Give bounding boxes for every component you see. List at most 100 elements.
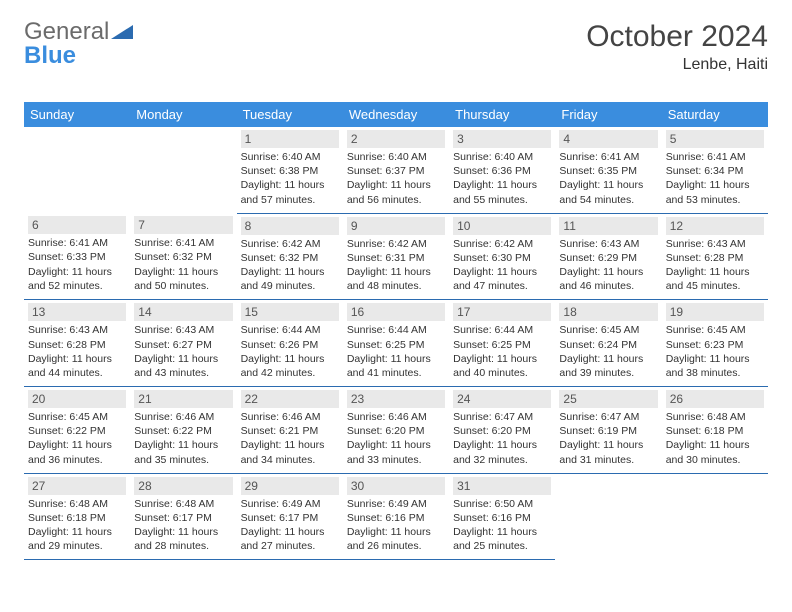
sunrise-text: Sunrise: 6:40 AM — [347, 150, 445, 164]
sunrise-text: Sunrise: 6:49 AM — [347, 497, 445, 511]
day-number: 3 — [453, 130, 551, 148]
day-number: 4 — [559, 130, 657, 148]
calendar-empty-cell — [130, 127, 236, 213]
sunset-text: Sunset: 6:21 PM — [241, 424, 339, 438]
calendar-empty-cell — [24, 127, 130, 213]
day-number: 20 — [28, 390, 126, 408]
day-detail-text: Sunrise: 6:47 AMSunset: 6:20 PMDaylight:… — [453, 410, 551, 467]
day-detail-text: Sunrise: 6:40 AMSunset: 6:37 PMDaylight:… — [347, 150, 445, 207]
daylight-text: Daylight: 11 hours and 44 minutes. — [28, 352, 126, 380]
weekday-header: Saturday — [662, 102, 768, 127]
calendar-day-cell: 27Sunrise: 6:48 AMSunset: 6:18 PMDayligh… — [24, 473, 130, 560]
calendar-day-cell: 7 Sunrise: 6:41 AMSunset: 6:32 PMDaylight… — [130, 213, 236, 300]
sunset-text: Sunset: 6:16 PM — [347, 511, 445, 525]
day-detail-text: Sunrise: 6:45 AMSunset: 6:24 PMDaylight:… — [559, 323, 657, 380]
sunrise-text: Sunrise: 6:41 AM — [559, 150, 657, 164]
day-detail-text: Sunrise: 6:43 AMSunset: 6:29 PMDaylight:… — [559, 237, 657, 294]
day-number: 25 — [559, 390, 657, 408]
sunrise-text: Sunrise: 6:45 AM — [666, 323, 764, 337]
sunset-text: Sunset: 6:29 PM — [559, 251, 657, 265]
sunrise-text: Sunrise: 6:42 AM — [453, 237, 551, 251]
sunset-text: Sunset: 6:30 PM — [453, 251, 551, 265]
calendar-day-cell: 21Sunrise: 6:46 AMSunset: 6:22 PMDayligh… — [130, 387, 236, 474]
calendar-day-cell: 16Sunrise: 6:44 AMSunset: 6:25 PMDayligh… — [343, 300, 449, 387]
daylight-text: Daylight: 11 hours and 54 minutes. — [559, 178, 657, 206]
daylight-text: Daylight: 11 hours and 25 minutes. — [453, 525, 551, 553]
sunset-text: Sunset: 6:31 PM — [347, 251, 445, 265]
calendar-day-cell: 24Sunrise: 6:47 AMSunset: 6:20 PMDayligh… — [449, 387, 555, 474]
day-number: 13 — [28, 303, 126, 321]
daylight-text: Daylight: 11 hours and 35 minutes. — [134, 438, 232, 466]
day-detail-text: Sunrise: 6:42 AMSunset: 6:30 PMDaylight:… — [453, 237, 551, 294]
day-detail-text: Sunrise: 6:46 AMSunset: 6:20 PMDaylight:… — [347, 410, 445, 467]
sunrise-text: Sunrise: 6:44 AM — [453, 323, 551, 337]
calendar-day-cell: 14Sunrise: 6:43 AMSunset: 6:27 PMDayligh… — [130, 300, 236, 387]
logo-word-general: General — [24, 20, 109, 44]
day-number: 28 — [134, 477, 232, 495]
calendar-body: 1Sunrise: 6:40 AMSunset: 6:38 PMDaylight… — [24, 127, 768, 560]
day-detail-text: Sunrise: 6:48 AMSunset: 6:17 PMDaylight:… — [134, 497, 232, 554]
calendar-day-cell: 2Sunrise: 6:40 AMSunset: 6:37 PMDaylight… — [343, 127, 449, 213]
sunrise-text: Sunrise: 6:46 AM — [241, 410, 339, 424]
sunset-text: Sunset: 6:18 PM — [666, 424, 764, 438]
logo-triangle-icon — [111, 23, 133, 41]
sunset-text: Sunset: 6:34 PM — [666, 164, 764, 178]
sunrise-text: Sunrise: 6:47 AM — [559, 410, 657, 424]
logo-word-blue: Blue — [24, 42, 76, 70]
sunset-text: Sunset: 6:18 PM — [28, 511, 126, 525]
sunrise-text: Sunrise: 6:41 AM — [28, 236, 126, 250]
calendar-day-cell: 20 Sunrise: 6:45 AMSunset: 6:22 PMDayligh… — [24, 387, 130, 474]
calendar-day-cell: 3 Sunrise: 6:40 AMSunset: 6:36 PMDaylight… — [449, 127, 555, 213]
sunset-text: Sunset: 6:32 PM — [241, 251, 339, 265]
sunrise-text: Sunrise: 6:41 AM — [134, 236, 232, 250]
day-detail-text: Sunrise: 6:41 AMSunset: 6:32 PMDaylight:… — [134, 236, 232, 293]
day-detail-text: Sunrise: 6:41 AMSunset: 6:33 PMDaylight:… — [28, 236, 126, 293]
calendar-header-row: SundayMondayTuesdayWednesdayThursdayFrid… — [24, 102, 768, 127]
sunset-text: Sunset: 6:28 PM — [28, 338, 126, 352]
daylight-text: Daylight: 11 hours and 49 minutes. — [241, 265, 339, 293]
daylight-text: Daylight: 11 hours and 52 minutes. — [28, 265, 126, 293]
calendar-day-cell: 9Sunrise: 6:42 AMSunset: 6:31 PMDaylight… — [343, 213, 449, 300]
daylight-text: Daylight: 11 hours and 50 minutes. — [134, 265, 232, 293]
sunset-text: Sunset: 6:37 PM — [347, 164, 445, 178]
page-title: October 2024 — [586, 20, 768, 54]
daylight-text: Daylight: 11 hours and 56 minutes. — [347, 178, 445, 206]
daylight-text: Daylight: 11 hours and 28 minutes. — [134, 525, 232, 553]
sunset-text: Sunset: 6:32 PM — [134, 250, 232, 264]
calendar-empty-cell — [555, 473, 661, 560]
day-detail-text: Sunrise: 6:40 AMSunset: 6:36 PMDaylight:… — [453, 150, 551, 207]
sunset-text: Sunset: 6:20 PM — [347, 424, 445, 438]
daylight-text: Daylight: 11 hours and 30 minutes. — [666, 438, 764, 466]
sunrise-text: Sunrise: 6:40 AM — [241, 150, 339, 164]
calendar-day-cell: 18Sunrise: 6:45 AMSunset: 6:24 PMDayligh… — [555, 300, 661, 387]
day-detail-text: Sunrise: 6:47 AMSunset: 6:19 PMDaylight:… — [559, 410, 657, 467]
sunrise-text: Sunrise: 6:50 AM — [453, 497, 551, 511]
day-number: 11 — [559, 217, 657, 235]
day-detail-text: Sunrise: 6:41 AMSunset: 6:35 PMDaylight:… — [559, 150, 657, 207]
daylight-text: Daylight: 11 hours and 39 minutes. — [559, 352, 657, 380]
sunset-text: Sunset: 6:38 PM — [241, 164, 339, 178]
calendar-day-cell: 28 Sunrise: 6:48 AMSunset: 6:17 PMDayligh… — [130, 473, 236, 560]
sunrise-text: Sunrise: 6:49 AM — [241, 497, 339, 511]
daylight-text: Daylight: 11 hours and 32 minutes. — [453, 438, 551, 466]
daylight-text: Daylight: 11 hours and 36 minutes. — [28, 438, 126, 466]
daylight-text: Daylight: 11 hours and 43 minutes. — [134, 352, 232, 380]
day-number: 7 — [134, 216, 232, 234]
sunrise-text: Sunrise: 6:48 AM — [666, 410, 764, 424]
calendar-day-cell: 4 Sunrise: 6:41 AMSunset: 6:35 PMDaylight… — [555, 127, 661, 213]
day-detail-text: Sunrise: 6:45 AMSunset: 6:22 PMDaylight:… — [28, 410, 126, 467]
sunrise-text: Sunrise: 6:44 AM — [347, 323, 445, 337]
day-number: 12 — [666, 217, 764, 235]
sunrise-text: Sunrise: 6:47 AM — [453, 410, 551, 424]
calendar-day-cell: 12Sunrise: 6:43 AMSunset: 6:28 PMDayligh… — [662, 213, 768, 300]
calendar-day-cell: 13Sunrise: 6:43 AMSunset: 6:28 PMDayligh… — [24, 300, 130, 387]
daylight-text: Daylight: 11 hours and 29 minutes. — [28, 525, 126, 553]
calendar-week-row: 13Sunrise: 6:43 AMSunset: 6:28 PMDayligh… — [24, 300, 768, 387]
daylight-text: Daylight: 11 hours and 45 minutes. — [666, 265, 764, 293]
weekday-header: Wednesday — [343, 102, 449, 127]
sunrise-text: Sunrise: 6:48 AM — [134, 497, 232, 511]
day-detail-text: Sunrise: 6:48 AMSunset: 6:18 PMDaylight:… — [28, 497, 126, 554]
day-detail-text: Sunrise: 6:49 AMSunset: 6:16 PMDaylight:… — [347, 497, 445, 554]
day-detail-text: Sunrise: 6:43 AMSunset: 6:27 PMDaylight:… — [134, 323, 232, 380]
day-number: 8 — [241, 217, 339, 235]
